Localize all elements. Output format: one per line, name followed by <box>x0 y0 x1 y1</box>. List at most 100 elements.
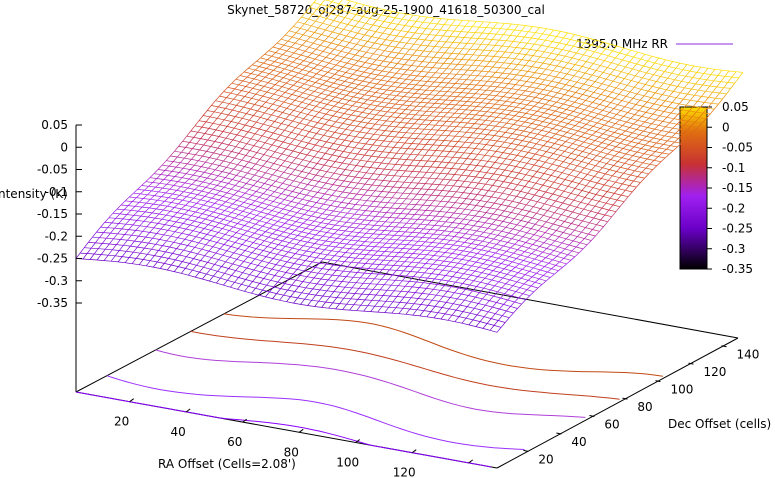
mesh-segment <box>249 145 255 151</box>
mesh-segment <box>266 88 272 93</box>
mesh-segment <box>344 281 350 288</box>
mesh-segment <box>581 100 586 105</box>
mesh-segment <box>408 109 413 115</box>
mesh-segment <box>586 56 591 62</box>
mesh-segment <box>191 211 196 216</box>
mesh-segment <box>390 202 396 209</box>
mesh-segment <box>415 110 420 116</box>
mesh-segment <box>332 111 338 117</box>
mesh-segment <box>505 128 510 133</box>
mesh-segment <box>146 222 152 227</box>
mesh-segment <box>434 301 440 307</box>
mesh-segment <box>500 51 506 58</box>
mesh-row <box>178 146 600 232</box>
mesh-segment <box>227 236 233 241</box>
mesh-segment <box>401 170 406 177</box>
mesh-segment <box>487 99 493 104</box>
mesh-segment <box>285 242 290 247</box>
mesh-segment <box>378 151 383 158</box>
mesh-row <box>174 150 596 237</box>
mesh-segment <box>271 52 276 57</box>
mesh-segment <box>236 100 241 106</box>
mesh-segment <box>668 127 674 133</box>
mesh-segment <box>402 222 407 228</box>
mesh-segment <box>174 146 179 152</box>
mesh-segment <box>343 292 349 299</box>
mesh-segment <box>526 37 532 44</box>
mesh-segment <box>253 140 259 146</box>
mesh-segment <box>347 105 353 110</box>
mesh-segment <box>297 102 303 107</box>
mesh-segment <box>462 246 468 252</box>
mesh-segment <box>350 213 355 219</box>
mesh-segment <box>251 223 256 228</box>
mesh-segment <box>112 244 117 251</box>
mesh-segment <box>296 240 301 245</box>
mesh-segment <box>223 240 229 245</box>
mesh-segment <box>212 242 218 247</box>
mesh-segment <box>537 130 542 135</box>
mesh-segment <box>497 104 503 110</box>
mesh-row <box>345 0 744 73</box>
mesh-segment <box>308 42 314 48</box>
mesh-segment <box>445 73 450 79</box>
mesh-segment <box>329 233 335 238</box>
mesh-segment <box>568 111 574 116</box>
mesh-segment <box>269 286 274 293</box>
mesh-segment <box>343 266 348 272</box>
mesh-segment <box>233 223 238 228</box>
mesh-segment <box>378 60 384 66</box>
mesh-segment <box>223 156 228 162</box>
mesh-segment <box>625 61 630 68</box>
mesh-segment <box>612 199 618 206</box>
mesh-segment <box>399 218 404 224</box>
mesh-segment <box>390 256 396 261</box>
mesh-segment <box>291 32 297 38</box>
mesh-segment <box>192 170 198 176</box>
mesh-segment <box>476 249 482 254</box>
mesh-segment <box>326 259 331 265</box>
mesh-segment <box>292 186 297 192</box>
mesh-segment <box>259 217 265 222</box>
mesh-segment <box>456 268 462 273</box>
mesh-segment <box>624 73 629 79</box>
mesh-segment <box>348 222 354 228</box>
mesh-segment <box>590 140 596 145</box>
mesh-segment <box>344 257 349 262</box>
mesh-segment <box>476 160 482 166</box>
mesh-segment <box>526 262 531 267</box>
mesh-segment <box>298 69 303 74</box>
mesh-segment <box>153 169 159 174</box>
mesh-segment <box>135 252 141 259</box>
mesh-segment <box>424 268 429 274</box>
mesh-segment <box>373 250 379 256</box>
mesh-segment <box>459 74 464 80</box>
mesh-segment <box>513 249 518 254</box>
mesh-segment <box>505 256 510 261</box>
mesh-segment <box>431 35 437 41</box>
mesh-segment <box>376 14 382 21</box>
mesh-segment <box>462 306 468 312</box>
mesh-segment <box>428 263 434 269</box>
mesh-segment <box>298 199 303 204</box>
mesh-segment <box>416 245 422 250</box>
mesh-segment <box>178 261 183 267</box>
mesh-segment <box>239 71 245 76</box>
mesh-segment <box>370 42 375 48</box>
mesh-segment <box>402 100 407 106</box>
mesh-row <box>276 42 698 128</box>
mesh-segment <box>453 64 458 70</box>
mesh-segment <box>323 279 329 286</box>
mesh-segment <box>399 118 405 123</box>
mesh-segment <box>230 116 236 122</box>
mesh-row <box>112 212 535 293</box>
mesh-segment <box>598 72 604 78</box>
mesh-segment <box>463 122 468 128</box>
mesh-segment <box>316 278 322 285</box>
mesh-segment <box>595 65 601 71</box>
mesh-segment <box>466 74 471 80</box>
mesh-segment <box>634 110 640 115</box>
mesh-segment <box>333 229 339 234</box>
mesh-segment <box>470 32 476 39</box>
mesh-segment <box>168 161 174 167</box>
